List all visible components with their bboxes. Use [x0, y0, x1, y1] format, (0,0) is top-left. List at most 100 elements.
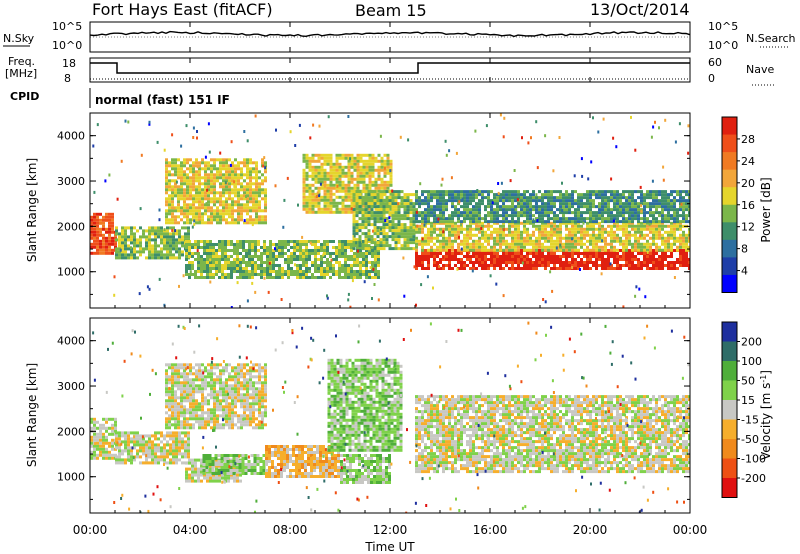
heatmap-cell [454, 239, 457, 243]
heatmap-cell [451, 217, 454, 221]
heatmap-cell [581, 174, 584, 178]
heatmap-cell [430, 199, 433, 203]
heatmap-cell [124, 256, 127, 260]
heatmap-cell [454, 214, 457, 218]
heatmap-cell [628, 199, 631, 203]
heatmap-cell [96, 426, 99, 430]
heatmap-cell [430, 255, 433, 258]
heatmap-cell [643, 233, 646, 237]
heatmap-cell [421, 224, 424, 228]
heatmap-cell [359, 201, 363, 205]
heatmap-cell [436, 196, 439, 200]
heatmap-cell [160, 226, 163, 230]
heatmap-cell [508, 199, 511, 203]
heatmap-cell [365, 261, 368, 264]
heatmap-cell [102, 242, 105, 246]
heatmap-cell [604, 220, 607, 224]
heatmap-cell [293, 273, 296, 276]
heatmap-cell [532, 218, 535, 222]
heatmap-cell [371, 276, 374, 279]
heatmap-cell [278, 270, 281, 273]
heatmap-cell [305, 198, 309, 202]
heatmap-cell [249, 209, 252, 213]
heatmap-cell [466, 208, 469, 212]
heatmap-cell [165, 173, 168, 177]
heatmap-cell [90, 426, 93, 430]
heatmap-cell [367, 199, 371, 203]
heatmap-cell [625, 208, 628, 212]
heatmap-cell [544, 134, 547, 138]
heatmap-cell [508, 205, 511, 209]
heatmap-cell [248, 261, 251, 264]
heatmap-cell [535, 193, 538, 197]
heatmap-cell [347, 276, 350, 279]
heatmap-cell [451, 233, 454, 237]
heatmap-cell [359, 153, 363, 157]
heatmap-cell [577, 217, 580, 221]
heatmap-cell [338, 273, 341, 276]
heatmap-cell [509, 179, 512, 183]
heatmap-cell [174, 188, 177, 192]
heatmap-cell [529, 202, 532, 206]
heatmap-cell [400, 199, 404, 203]
heatmap-cell [532, 214, 535, 218]
heatmap-cell [222, 203, 225, 207]
nave-tick-bottom: 0 [708, 72, 715, 85]
heatmap-cell [102, 236, 105, 240]
heatmap-cell [607, 233, 610, 237]
heatmap-cell [195, 218, 198, 222]
heatmap-cell [338, 201, 342, 205]
heatmap-cell [222, 161, 225, 165]
heatmap-cell [589, 224, 592, 228]
heatmap-cell [526, 221, 529, 225]
heatmap-cell [493, 221, 496, 225]
heatmap-cell [673, 205, 676, 209]
heatmap-cell [478, 239, 481, 243]
heatmap-cell [604, 236, 607, 240]
heatmap-cell [227, 255, 230, 258]
heatmap-cell [682, 220, 685, 224]
heatmap-cell [284, 261, 287, 264]
heatmap-cell [145, 241, 148, 245]
heatmap-cell [643, 199, 646, 203]
heatmap-cell [377, 270, 380, 273]
heatmap-cell [311, 171, 315, 175]
heatmap-cell [264, 206, 267, 210]
heatmap-cell [293, 255, 296, 258]
heatmap-cell [412, 241, 416, 245]
colorbar-segment [722, 117, 737, 136]
heatmap-cell [320, 264, 323, 267]
heatmap-cell [544, 214, 547, 218]
heatmap-cell [574, 224, 577, 228]
heatmap-cell [418, 239, 421, 243]
heatmap-cell [637, 239, 640, 243]
heatmap-cell [466, 199, 469, 203]
heatmap-cell [191, 252, 194, 255]
heatmap-cell [511, 202, 514, 206]
heatmap-cell [451, 193, 454, 197]
heatmap-cell [688, 211, 690, 215]
heatmap-cell [189, 221, 192, 225]
heatmap-cell [493, 214, 496, 218]
heatmap-cell [571, 237, 573, 241]
heatmap-cell [210, 176, 213, 180]
heatmap-cell [511, 239, 514, 243]
colorbar-segment [722, 187, 737, 206]
heatmap-cell [538, 220, 541, 224]
heatmap-cell [365, 273, 368, 276]
heatmap-cell [529, 221, 532, 225]
heatmap-cell [373, 283, 376, 286]
heatmap-cell [658, 211, 661, 215]
heatmap-cell [335, 189, 339, 193]
heatmap-cell [194, 273, 197, 276]
heatmap-cell [338, 156, 342, 160]
heatmap-cell [655, 258, 658, 261]
heatmap-cell [640, 193, 643, 197]
heatmap-cell [305, 210, 309, 214]
heatmap-cell [577, 193, 580, 197]
heatmap-cell [491, 201, 494, 205]
heatmap-cell [114, 236, 117, 240]
heatmap-cell [377, 258, 380, 261]
heatmap-cell [511, 248, 514, 252]
heatmap-cell [580, 199, 583, 203]
